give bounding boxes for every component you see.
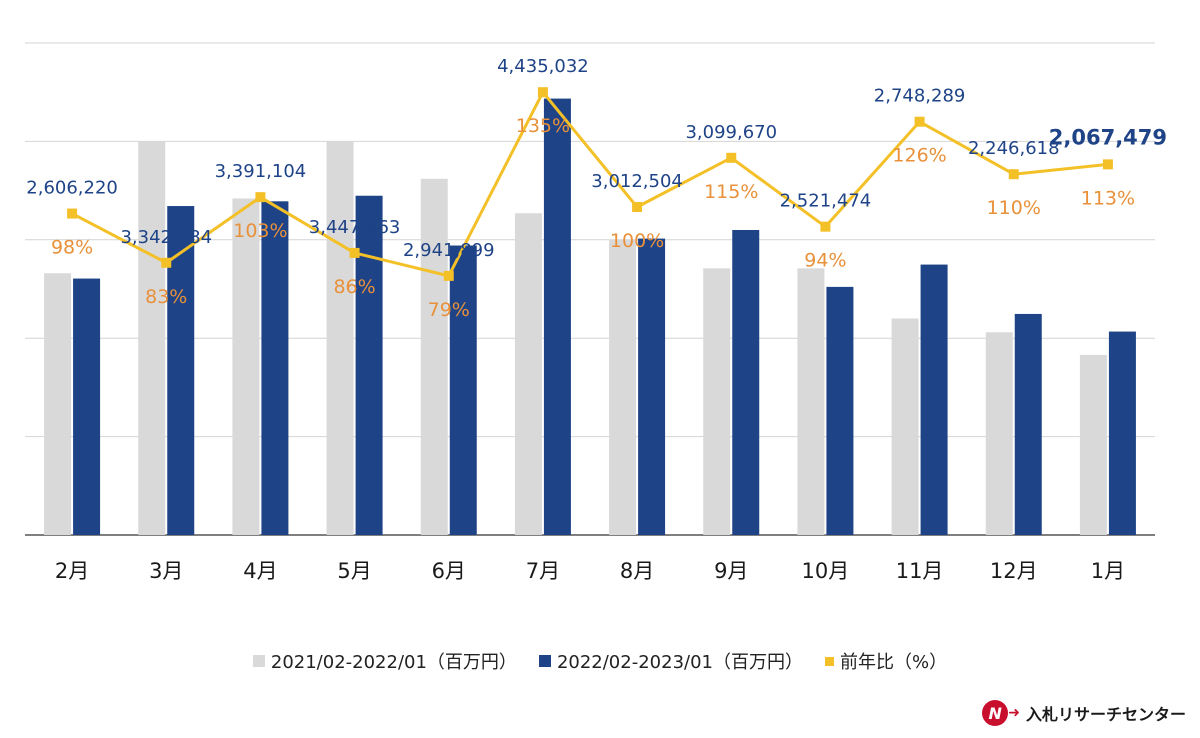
yoy-point: [632, 202, 643, 212]
yoy-point: [443, 270, 454, 281]
bar-prev-year: [703, 268, 731, 535]
bar-prev-year: [232, 198, 260, 536]
data-label-yoy: 86%: [333, 276, 375, 298]
data-label-yoy: 94%: [804, 250, 846, 272]
legend-item-prev-year[interactable]: 2021/02-2022/01（百万円）: [252, 648, 517, 674]
bar-prev-year: [138, 141, 166, 535]
bar-current-year: [1014, 313, 1042, 535]
yoy-point: [67, 208, 78, 219]
data-label-yoy: 103%: [233, 220, 287, 242]
x-tick-label: 6月: [432, 559, 466, 583]
bar-prev-year: [985, 332, 1013, 535]
data-label-yoy: 98%: [51, 237, 93, 259]
x-tick-label: 4月: [243, 559, 277, 583]
x-tick-label: 9月: [714, 559, 748, 583]
data-label-yoy: 113%: [1081, 187, 1135, 209]
data-label-yoy: 126%: [892, 145, 946, 167]
yoy-point: [255, 192, 266, 203]
data-label-current-year: 2,521,474: [780, 191, 872, 212]
x-tick-label: 5月: [337, 559, 371, 583]
legend-item-yoy[interactable]: 前年比（%）: [825, 648, 947, 674]
yoy-point: [820, 221, 831, 232]
data-label-current-year: 4,435,032: [497, 56, 589, 77]
legend-label-current-year: 2022/02-2023/01（百万円）: [556, 652, 803, 673]
yoy-point: [1102, 159, 1113, 170]
bar-current-year: [920, 264, 948, 535]
yoy-point: [726, 152, 737, 163]
bar-prev-year: [1079, 354, 1107, 535]
x-tick-label: 12月: [990, 559, 1038, 583]
data-label-current-year: 2,941,899: [403, 240, 495, 261]
data-label-current-year: 2,748,289: [874, 86, 966, 107]
data-label-current-year: 2,067,479: [1049, 125, 1167, 149]
yoy-point: [537, 87, 548, 98]
x-tick-label: 7月: [526, 559, 560, 583]
data-label-current-year: 2,246,618: [968, 138, 1060, 159]
legend-item-current-year[interactable]: 2022/02-2023/01（百万円）: [538, 648, 803, 674]
brand-logo-icon: N: [982, 700, 1009, 726]
brand-logo: N ➜ 入札リサーチセンター: [982, 700, 1186, 726]
bar-prev-year: [420, 178, 448, 536]
x-tick-label: 10月: [802, 559, 850, 583]
legend-swatch-prev-year: [252, 655, 265, 667]
yoy-point: [349, 247, 360, 258]
bar-current-year: [355, 195, 383, 535]
data-label-current-year: 3,391,104: [215, 161, 307, 182]
x-tick-label: 11月: [896, 559, 944, 583]
bar-current-year: [73, 278, 101, 535]
brand-name: 入札リサーチセンター: [1025, 705, 1186, 724]
bar-current-year: [167, 206, 195, 536]
data-label-current-year: 3,012,504: [591, 171, 683, 192]
data-label-yoy: 135%: [516, 115, 570, 137]
legend-label-prev-year: 2021/02-2022/01（百万円）: [270, 652, 517, 673]
x-tick-label: 3月: [149, 559, 183, 583]
legend-swatch-yoy: [825, 656, 834, 666]
data-label-yoy: 79%: [428, 299, 470, 321]
data-label-current-year: 2,606,220: [26, 178, 118, 199]
legend-label-yoy: 前年比（%）: [840, 652, 948, 673]
bar-current-year: [261, 201, 289, 535]
legend-swatch-current-year: [538, 655, 551, 667]
yoy-point: [914, 116, 925, 127]
data-label-current-year: 3,342,984: [120, 227, 212, 248]
bar-prev-year: [514, 213, 542, 535]
data-label-yoy: 100%: [610, 230, 664, 252]
bar-current-year: [449, 245, 477, 535]
bar-prev-year: [891, 318, 919, 535]
data-label-current-year: 3,099,670: [685, 122, 777, 143]
x-tick-label: 8月: [620, 559, 654, 583]
yoy-point: [161, 257, 172, 268]
bar-current-year: [732, 229, 760, 535]
yoy-line: [71, 90, 1109, 278]
data-label-yoy: 83%: [145, 286, 187, 308]
bar-prev-year: [609, 239, 637, 536]
bar-prev-year: [797, 268, 825, 535]
bar-current-year: [1108, 331, 1136, 535]
data-label-current-year: 3,447,863: [309, 217, 401, 238]
bar-prev-year: [326, 141, 354, 535]
bar-prev-year: [44, 273, 72, 535]
legend: 2021/02-2022/01（百万円） 2022/02-2023/01（百万円…: [0, 648, 1200, 674]
x-tick-label: 1月: [1091, 559, 1125, 583]
data-label-yoy: 115%: [704, 181, 758, 203]
brand-arrow-icon: ➜: [1008, 705, 1020, 721]
bar-current-year: [826, 286, 854, 535]
yoy-point: [1008, 169, 1019, 180]
bar-current-year: [543, 98, 571, 536]
bar-current-year: [638, 238, 666, 535]
data-label-yoy: 110%: [987, 197, 1041, 219]
x-tick-label: 2月: [55, 559, 89, 583]
